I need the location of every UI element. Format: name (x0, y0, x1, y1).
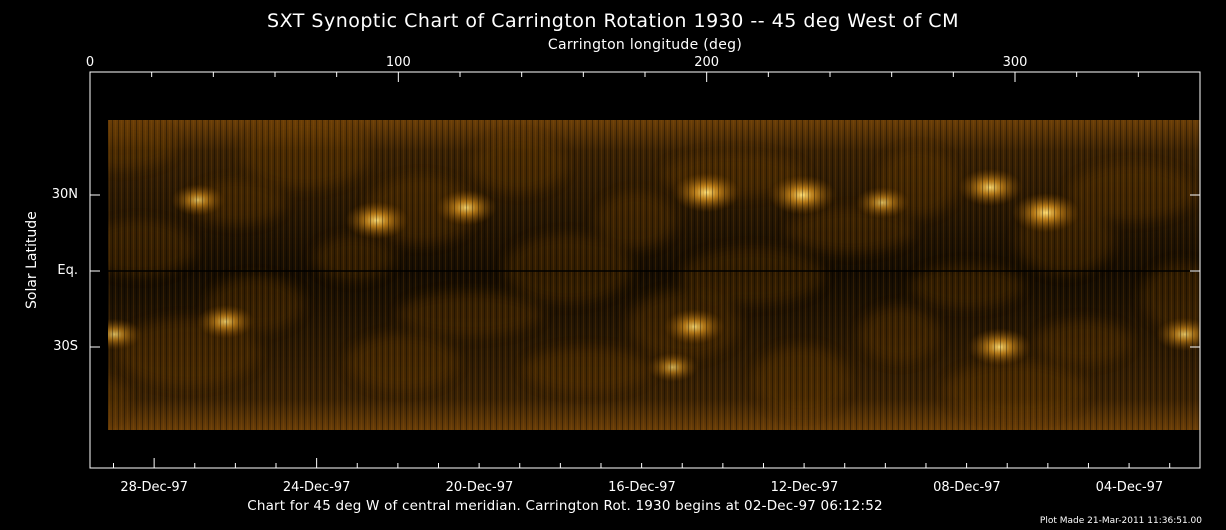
chart-title: SXT Synoptic Chart of Carrington Rotatio… (267, 10, 959, 32)
bottom-axis-tick-label: 20-Dec-97 (445, 480, 514, 495)
plot-made-timestamp: Plot Made 21-Mar-2011 11:36:51.00 (1039, 516, 1202, 526)
coronal-map-image (108, 120, 1200, 430)
top-axis-tick-label: 0 (85, 55, 95, 70)
bottom-axis-tick-label: 04-Dec-97 (1095, 480, 1164, 495)
bottom-axis-tick-label: 08-Dec-97 (933, 480, 1001, 495)
streak-texture (108, 120, 1200, 430)
bottom-axis-tick-label: 28-Dec-97 (120, 480, 188, 495)
y-axis-tick-label: 30S (53, 339, 78, 354)
top-axis-tick-label: 200 (694, 55, 720, 70)
bottom-axis-tick-label: 12-Dec-97 (770, 480, 839, 495)
bottom-axis-tick-label: 24-Dec-97 (282, 480, 351, 495)
top-axis-tick-label: 100 (385, 55, 411, 70)
y-axis-tick-label: 30N (51, 187, 78, 202)
top-axis-tick-label: 300 (1002, 55, 1028, 70)
bottom-axis-tick-label: 16-Dec-97 (608, 480, 676, 495)
caption: Chart for 45 deg W of central meridian. … (247, 498, 883, 514)
y-axis-tick-label: Eq. (57, 263, 78, 278)
top-axis-label: Carrington longitude (deg) (547, 37, 743, 53)
